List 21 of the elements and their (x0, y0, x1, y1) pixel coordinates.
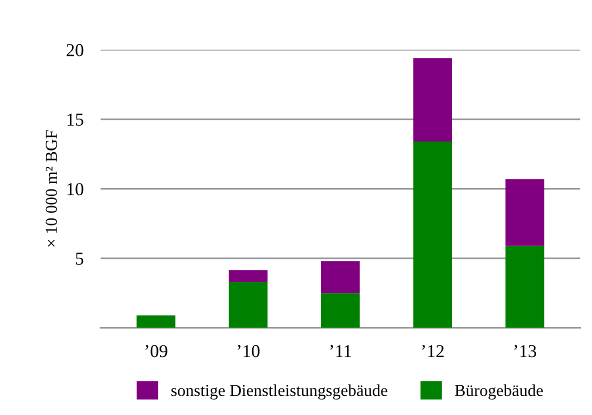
x-tick-label: ’11 (330, 345, 352, 358)
y-tick-label: 10 (68, 183, 84, 196)
bar (505, 179, 544, 246)
x-tick-label: ’09 (146, 345, 168, 358)
bar (136, 315, 176, 328)
y-tick-label: 5 (76, 252, 84, 265)
legend-label: Bürogebäude (455, 384, 543, 400)
bar (413, 142, 452, 328)
x-tick-label: ’13 (514, 345, 536, 358)
bar (321, 261, 360, 294)
x-tick-label: ’10 (238, 345, 260, 358)
y-tick-label: 20 (66, 44, 84, 56)
bar (228, 282, 268, 328)
bar (321, 293, 360, 328)
bar (505, 246, 544, 328)
x-tick-label: ’12 (422, 345, 444, 358)
bar (228, 270, 268, 282)
y-axis-title: × 10 000 m² BGF (46, 130, 57, 247)
y-tick-label: 15 (68, 114, 84, 126)
legend-label: sonstige Dienstleistungsgebäude (171, 384, 388, 400)
bar (413, 58, 452, 142)
